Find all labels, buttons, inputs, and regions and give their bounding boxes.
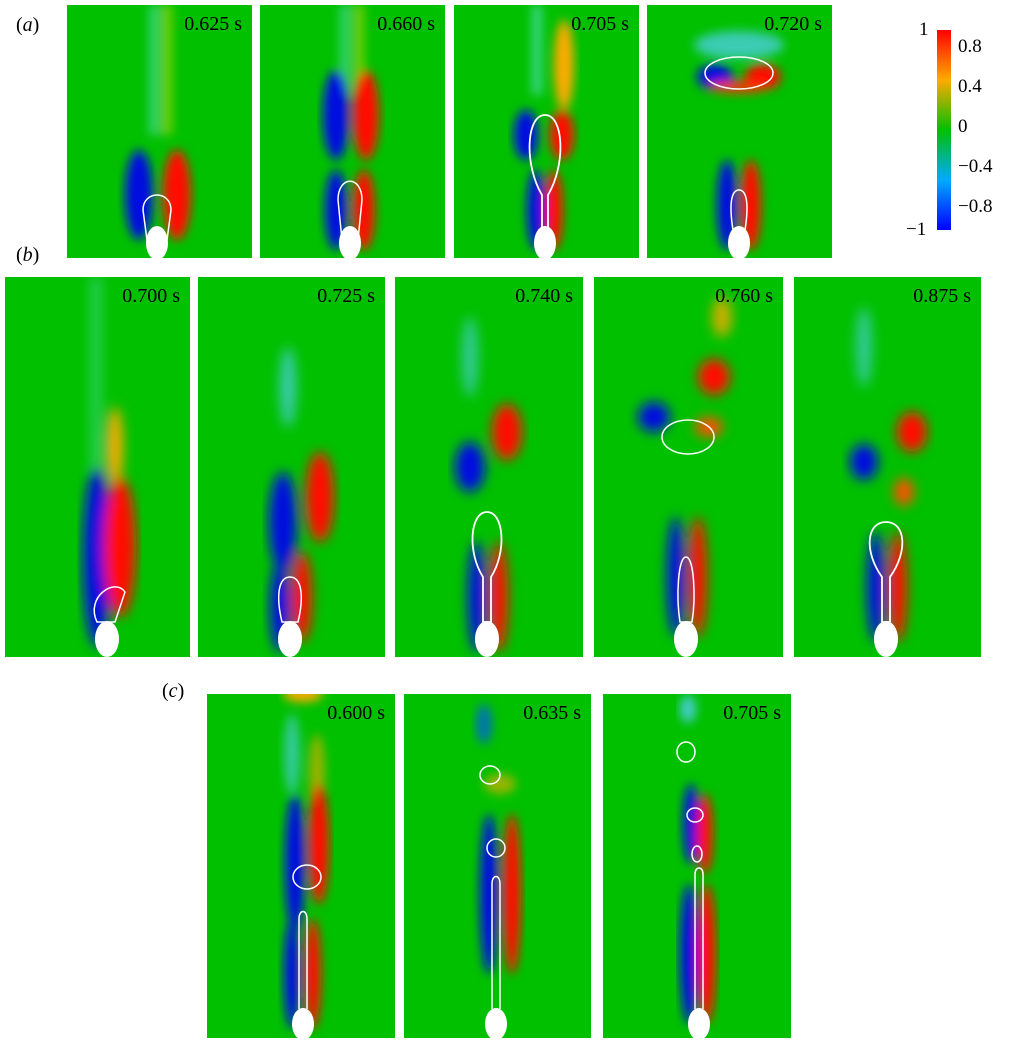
- particle: [534, 226, 556, 258]
- particle: [292, 1008, 314, 1038]
- time-label: 0.875 s: [913, 285, 971, 307]
- vorticity-frame: 0.660 s: [260, 5, 445, 258]
- panel-label-b: (b): [16, 244, 40, 266]
- vorticity-field: [850, 307, 927, 657]
- panel-label-a: (a): [16, 14, 40, 36]
- vorticity-frame: 0.625 s: [67, 5, 252, 258]
- vorticity-frame: 0.705 s: [603, 694, 791, 1038]
- vorticity-frame: 0.760 s: [594, 277, 783, 657]
- vorticity-field: [269, 347, 334, 657]
- time-label: 0.740 s: [515, 285, 573, 307]
- panel-label-c: (c): [162, 680, 185, 702]
- colorbar-min-label: −1: [906, 219, 927, 240]
- particle: [146, 226, 168, 258]
- particle: [688, 1008, 710, 1038]
- vorticity-field: [83, 277, 136, 657]
- particle: [874, 621, 898, 657]
- particle: [278, 621, 302, 657]
- particle: [674, 621, 698, 657]
- colorbar-tick: −0.4: [958, 156, 993, 177]
- vorticity-field: [283, 694, 329, 1038]
- vorticity-frame: 0.720 s: [647, 5, 832, 258]
- time-label: 0.720 s: [764, 13, 822, 35]
- colorbar-tick: 0.4: [958, 76, 982, 97]
- time-label: 0.705 s: [571, 13, 629, 35]
- vorticity-field: [476, 704, 521, 1038]
- particle: [95, 621, 119, 657]
- time-label: 0.700 s: [122, 285, 180, 307]
- vorticity-frame: 0.600 s: [207, 694, 395, 1038]
- vorticity-field: [638, 297, 732, 657]
- particle: [485, 1008, 507, 1038]
- particle: [339, 226, 361, 258]
- time-label: 0.625 s: [184, 13, 242, 35]
- particle: [475, 621, 499, 657]
- colorbar-tick: 0.8: [958, 36, 982, 57]
- vorticity-frame: 0.705 s: [454, 5, 639, 258]
- time-label: 0.705 s: [723, 702, 781, 724]
- vorticity-frame: 0.635 s: [404, 694, 591, 1038]
- vorticity-frame: 0.700 s: [5, 277, 190, 657]
- time-label: 0.760 s: [715, 285, 773, 307]
- vorticity-field: [676, 695, 716, 1038]
- vorticity-field: [125, 5, 191, 258]
- vorticity-field: [323, 5, 379, 258]
- time-label: 0.600 s: [327, 702, 385, 724]
- vorticity-field: [455, 317, 522, 657]
- colorbar-tick: 0: [958, 116, 968, 137]
- vorticity-field: [694, 31, 784, 258]
- vorticity-frame: 0.725 s: [198, 277, 385, 657]
- vorticity-frame: 0.875 s: [794, 277, 981, 657]
- colorbar-max-label: 1: [919, 19, 929, 40]
- time-label: 0.725 s: [317, 285, 375, 307]
- colorbar-tick: −0.8: [958, 196, 993, 217]
- colorbar: [933, 30, 955, 230]
- vorticity-frame: 0.740 s: [395, 277, 583, 657]
- vorticity-field: [514, 5, 574, 258]
- time-label: 0.635 s: [523, 702, 581, 724]
- particle: [728, 226, 750, 258]
- time-label: 0.660 s: [377, 13, 435, 35]
